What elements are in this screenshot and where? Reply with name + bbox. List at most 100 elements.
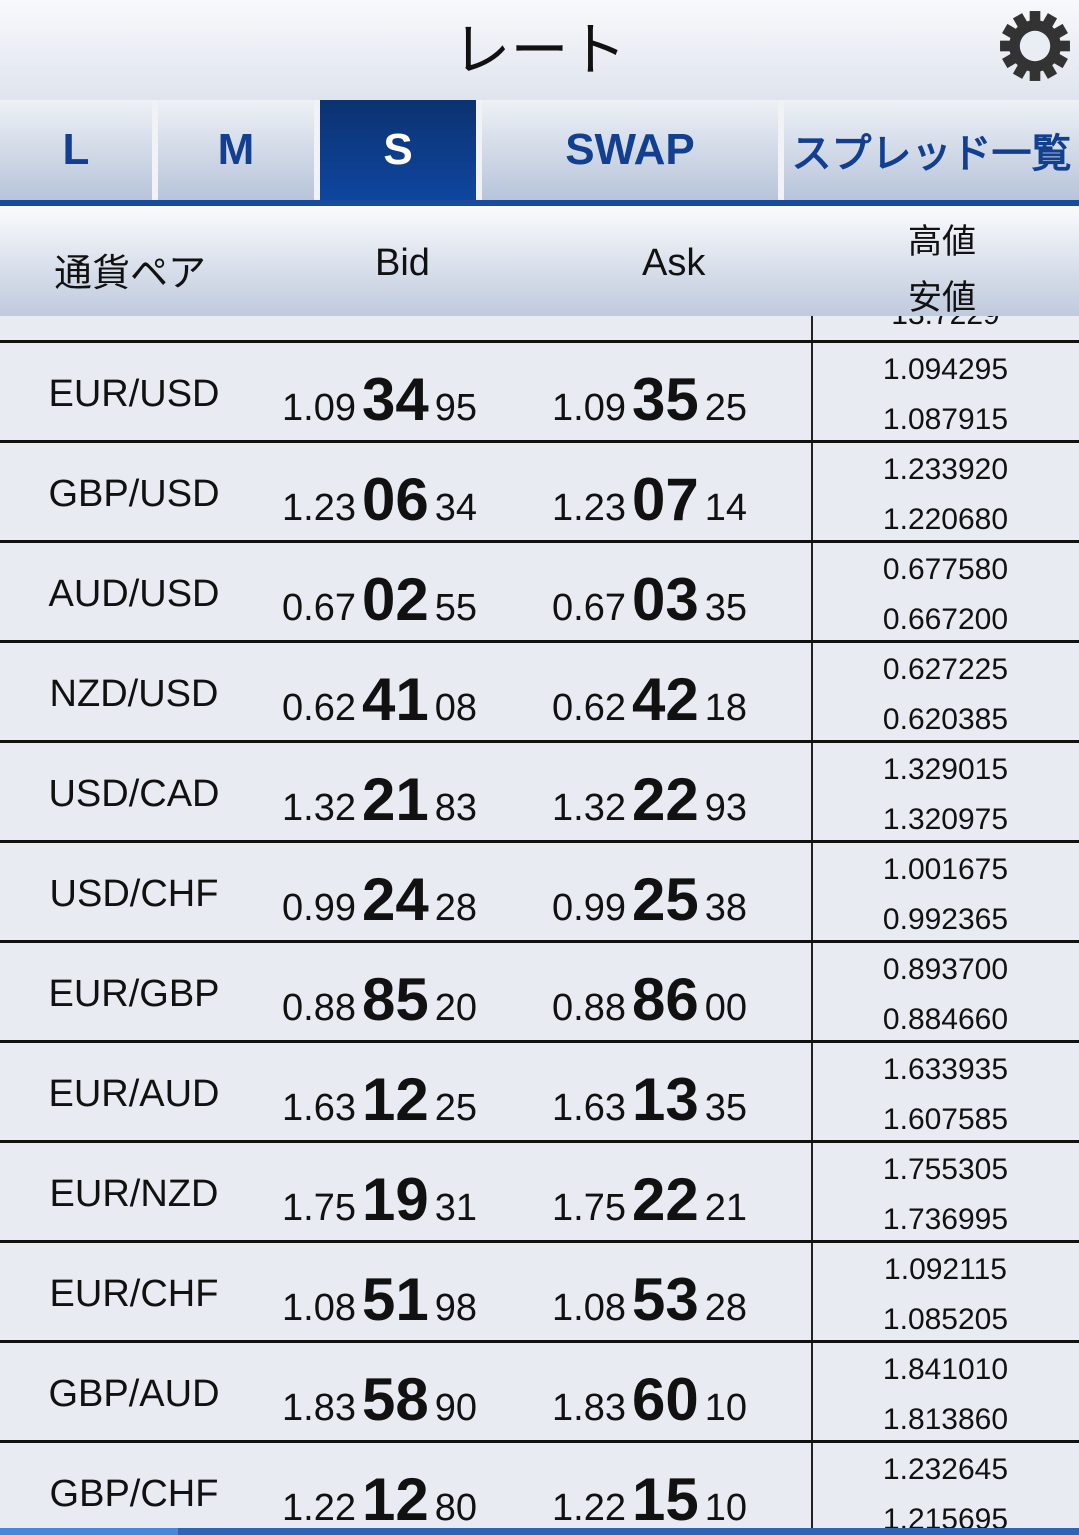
bid-price[interactable]: 0.88 85 20 [282,965,477,1034]
column-divider [811,1043,813,1140]
tab-s[interactable]: S [320,100,482,200]
bid-fraction: 08 [434,687,477,729]
ask-pips: 22 [631,766,699,833]
ask-prefix: 1.63 [552,1087,626,1129]
high-value: 1.633935 [882,1053,1009,1086]
bid-prefix: 1.23 [282,487,356,529]
bid-price[interactable]: 0.67 02 55 [282,565,477,634]
bid-price[interactable]: 0.62 41 08 [282,665,477,734]
table-row[interactable]: USD/CAD 1.32 21 83 1.32 22 93 1.329015 1.320… [0,740,1079,840]
ask-pips: 25 [631,866,699,933]
table-row[interactable]: USD/CHF 0.99 24 28 0.99 25 38 1.001675 0.992… [0,840,1079,940]
table-row[interactable]: EUR/NZD 1.75 19 31 1.75 22 21 1.755305 1.736… [0,1140,1079,1240]
ask-pips: 42 [631,666,699,733]
bid-pips: 24 [361,866,429,933]
table-row[interactable]: EUR/AUD 1.63 12 25 1.63 13 35 1.633935 1.607… [0,1040,1079,1140]
currency-pair: GBP/USD [48,473,220,515]
tab-swap[interactable]: SWAP [482,100,784,200]
tab-bar: L M S SWAP スプレッド一覧 [0,100,1079,200]
ask-price[interactable]: 0.67 03 35 [552,565,747,634]
bid-pips: 21 [361,766,429,833]
bid-price[interactable]: 1.23 06 34 [282,465,477,534]
low-value: 1.215695 [882,1503,1009,1528]
tab-l[interactable]: L [0,100,158,200]
ask-price[interactable]: 1.75 22 21 [552,1165,747,1234]
bid-prefix: 1.83 [282,1387,356,1429]
bid-fraction: 83 [434,787,477,829]
bid-price[interactable]: 1.75 19 31 [282,1165,477,1234]
table-row[interactable]: EUR/GBP 0.88 85 20 0.88 86 00 0.893700 0.884… [0,940,1079,1040]
ask-price[interactable]: 0.99 25 38 [552,865,747,934]
ask-fraction: 35 [704,587,747,629]
tab-spread-list[interactable]: スプレッド一覧 [784,100,1079,200]
ask-fraction: 93 [704,787,747,829]
table-row[interactable]: AUD/USD 0.67 02 55 0.67 03 35 0.677580 0.667… [0,540,1079,640]
high-value: 1.232645 [882,1453,1009,1486]
ask-prefix: 1.83 [552,1387,626,1429]
column-divider [811,1443,813,1528]
table-row[interactable]: GBP/AUD 1.83 58 90 1.83 60 10 1.841010 1.813… [0,1340,1079,1440]
ask-price[interactable]: 1.23 07 14 [552,465,747,534]
bid-pips: 12 [361,1466,429,1528]
tab-m[interactable]: M [158,100,320,200]
high-value: 1.001675 [882,853,1009,886]
low-value: 1.813860 [882,1403,1009,1436]
bid-price[interactable]: 0.99 24 28 [282,865,477,934]
currency-pair: USD/CAD [48,773,220,815]
column-divider [811,843,813,940]
ask-price[interactable]: 1.32 22 93 [552,765,747,834]
bid-fraction: 25 [434,1087,477,1129]
currency-pair: NZD/USD [49,673,219,715]
bid-pips: 51 [361,1266,429,1333]
table-row[interactable]: EUR/CHF 1.08 51 98 1.08 53 28 1.092115 1.085… [0,1240,1079,1340]
ask-price[interactable]: 1.08 53 28 [552,1265,747,1334]
ask-price[interactable]: 1.22 15 10 [552,1465,747,1528]
bid-price[interactable]: 1.32 21 83 [282,765,477,834]
ask-price[interactable]: 1.83 60 10 [552,1365,747,1434]
ask-fraction: 00 [704,987,747,1029]
bid-price[interactable]: 1.08 51 98 [282,1265,477,1334]
ask-prefix: 1.75 [552,1187,626,1229]
ask-price[interactable]: 0.62 42 18 [552,665,747,734]
bid-fraction: 95 [434,387,477,429]
header-low: 安値 [908,279,976,317]
ask-fraction: 18 [704,687,747,729]
ask-pips: 35 [631,366,699,433]
ask-price[interactable]: 1.63 13 35 [552,1065,747,1134]
bid-pips: 06 [361,466,429,533]
bid-fraction: 31 [434,1187,477,1229]
gear-icon[interactable] [997,8,1073,84]
bid-price[interactable]: 1.22 12 80 [282,1465,477,1528]
ask-prefix: 1.32 [552,787,626,829]
ask-prefix: 1.23 [552,487,626,529]
column-divider [811,1243,813,1340]
ask-prefix: 0.67 [552,587,626,629]
bid-price[interactable]: 1.63 12 25 [282,1065,477,1134]
bid-pips: 12 [361,1066,429,1133]
ask-pips: 22 [631,1166,699,1233]
scrollbar[interactable] [0,1528,1079,1535]
ask-fraction: 10 [704,1487,747,1528]
ask-price[interactable]: 1.09 35 25 [552,365,747,434]
high-value: 1.755305 [882,1153,1009,1186]
ask-prefix: 0.99 [552,887,626,929]
column-divider [811,443,813,540]
low-value: 0.667200 [882,603,1009,636]
header-pair: 通貨ペア [54,253,207,295]
table-row[interactable]: GBP/CHF 1.22 12 80 1.22 15 10 1.232645 1.215… [0,1440,1079,1528]
ask-pips: 07 [631,466,699,533]
bid-prefix: 0.88 [282,987,356,1029]
scrollbar-thumb[interactable] [0,1528,178,1535]
bid-prefix: 1.08 [282,1287,356,1329]
bid-pips: 41 [361,666,429,733]
bid-price[interactable]: 1.83 58 90 [282,1365,477,1434]
table-row[interactable]: NZD/USD 0.62 41 08 0.62 42 18 0.627225 0.620… [0,640,1079,740]
bid-price[interactable]: 1.09 34 95 [282,365,477,434]
currency-pair: EUR/AUD [48,1073,220,1115]
low-value: 0.620385 [882,703,1009,736]
table-row[interactable]: GBP/USD 1.23 06 34 1.23 07 14 1.233920 1.220… [0,440,1079,540]
table-row[interactable]: EUR/USD 1.09 34 95 1.09 35 25 1.094295 1.087… [0,340,1079,440]
table-header: 通貨ペア Bid Ask 高値 安値 [0,206,1079,317]
ask-price[interactable]: 0.88 86 00 [552,965,747,1034]
